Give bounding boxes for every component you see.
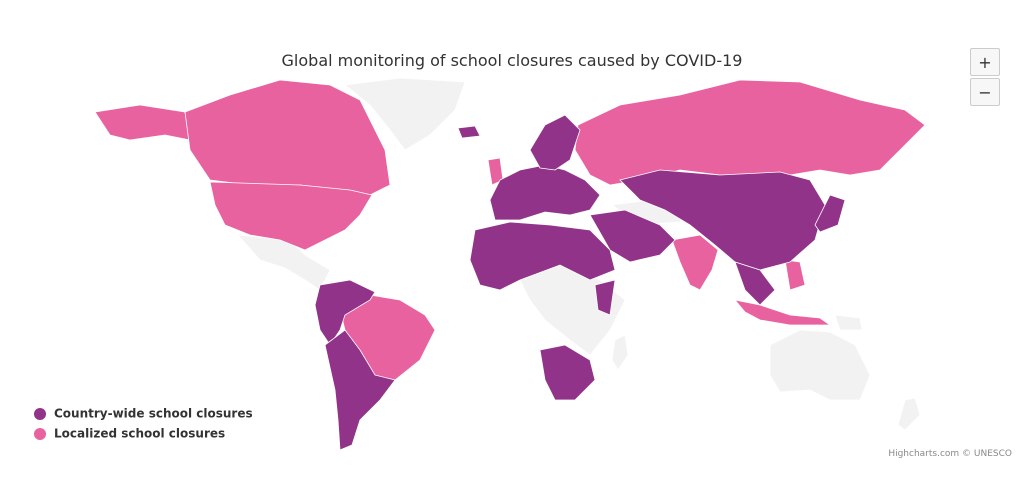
usa [209,181,373,251]
southeast-asia [734,261,776,306]
countries [94,77,926,451]
greenland [344,77,466,151]
madagascar [611,334,629,371]
china-mongolia [619,169,826,271]
legend-label: Localized school closures [54,427,225,441]
legend-label: Country-wide school closures [54,407,253,421]
australia [769,329,871,401]
japan [814,194,846,233]
map-title: Global monitoring of school closures cau… [282,51,743,70]
east-africa [594,279,616,316]
middle-east [589,209,676,263]
southern-south-america [324,329,396,451]
legend-marker [34,428,46,440]
sea-misc [784,259,806,291]
north-africa [469,221,616,291]
iceland [457,125,481,139]
new-zealand [897,397,921,431]
zoom-out-button[interactable]: − [970,78,1000,106]
indonesia [733,299,832,326]
canada [184,79,391,196]
india [671,234,719,291]
scandinavia [529,114,581,171]
northern-south-america [314,279,376,346]
legend-marker [34,408,46,420]
southern-africa [539,344,596,401]
russia [574,79,926,186]
zoom-in-button[interactable]: + [970,48,1000,76]
credits: Highcharts.com © UNESCO [888,449,1012,459]
papua [834,314,863,331]
europe [489,164,601,221]
alaska [94,104,191,141]
